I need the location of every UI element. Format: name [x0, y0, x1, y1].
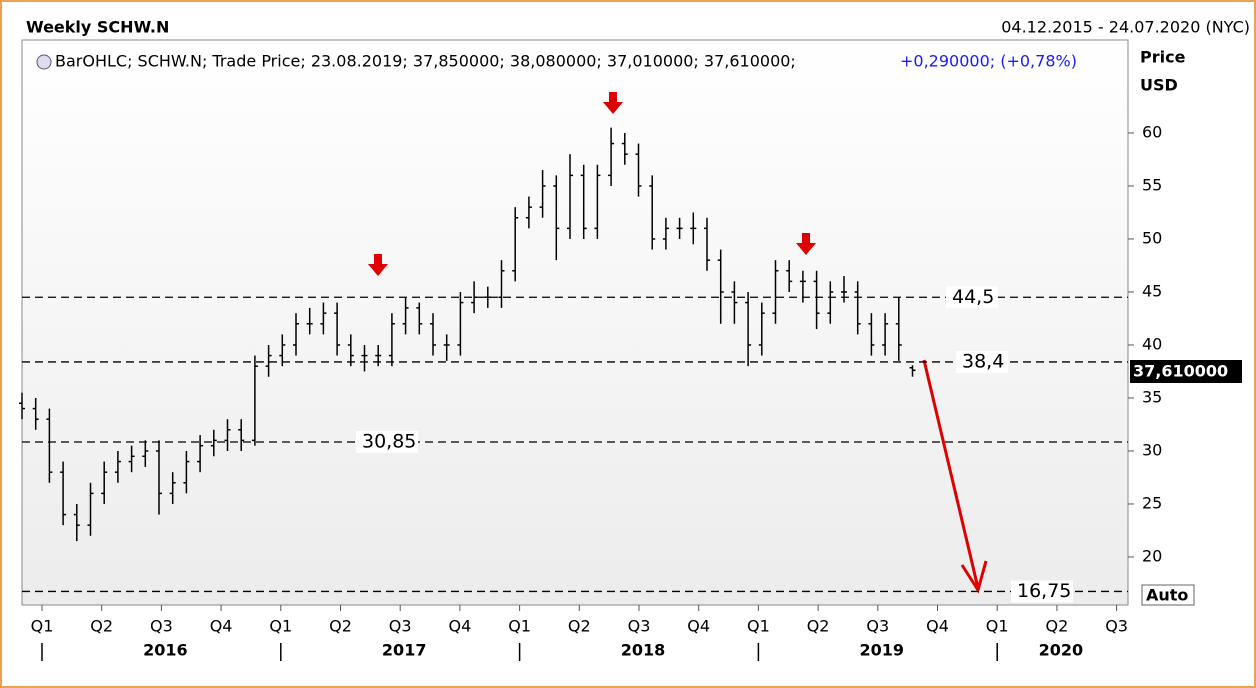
level-label: 16,75	[1017, 580, 1071, 602]
x-tick-label: Q2	[329, 617, 352, 636]
auto-button-label[interactable]: Auto	[1146, 586, 1188, 605]
y-axis-unit: USD	[1140, 76, 1178, 95]
y-tick-label: 60	[1142, 122, 1162, 141]
level-label-bg	[1011, 580, 1073, 603]
legend-text: BarOHLC; SCHW.N; Trade Price; 23.08.2019…	[55, 52, 796, 71]
year-label: 2017	[382, 641, 427, 660]
x-tick-label: Q1	[269, 617, 292, 636]
y-tick-label: 50	[1142, 228, 1162, 247]
x-tick-label: Q1	[986, 617, 1009, 636]
peak-arrow	[603, 92, 623, 114]
last-price-tag	[1130, 360, 1242, 383]
target-arrow-head	[960, 560, 988, 594]
y-tick-label: 45	[1142, 281, 1162, 300]
level-label-bg	[956, 350, 1008, 373]
x-tick-label: Q3	[628, 617, 651, 636]
level-label: 38,4	[962, 350, 1004, 372]
x-tick-label: Q3	[150, 617, 173, 636]
year-label: 2020	[1039, 641, 1084, 660]
x-tick-label: Q3	[866, 617, 889, 636]
level-label: 44,5	[952, 286, 994, 308]
plot-area	[21, 39, 1129, 606]
level-label: 30,85	[362, 430, 416, 452]
y-tick-label: 30	[1142, 440, 1162, 459]
level-label-bg	[946, 286, 998, 309]
y-tick-label: 35	[1142, 387, 1162, 406]
x-tick-label: Q1	[31, 617, 54, 636]
x-tick-label: Q4	[449, 617, 472, 636]
annotations	[368, 92, 988, 594]
target-arrow	[922, 359, 980, 589]
chart-title: Weekly SCHW.N	[26, 18, 169, 37]
year-label: 2016	[143, 641, 188, 660]
peak-arrow	[368, 254, 388, 276]
legend-icon	[36, 54, 52, 70]
y-tick-label: 40	[1142, 334, 1162, 353]
year-label: 2019	[860, 641, 905, 660]
x-tick-label: Q4	[687, 617, 710, 636]
date-range: 04.12.2015 - 24.07.2020 (NYC)	[1001, 18, 1250, 37]
y-axis-title: Price	[1140, 48, 1186, 67]
last-price-label: 37,610000	[1133, 362, 1228, 381]
auto-button[interactable]	[1141, 584, 1195, 606]
y-tick-label: 25	[1142, 493, 1162, 512]
x-tick-label: Q1	[747, 617, 770, 636]
x-tick-label: Q2	[807, 617, 830, 636]
x-tick-label: Q2	[90, 617, 113, 636]
x-tick-label: Q4	[926, 617, 949, 636]
x-tick-label: Q3	[389, 617, 412, 636]
y-tick-label: 55	[1142, 175, 1162, 194]
x-tick-label: Q2	[1046, 617, 1069, 636]
x-tick-label: Q1	[508, 617, 531, 636]
year-label: 2018	[621, 641, 666, 660]
x-tick-label: Q2	[568, 617, 591, 636]
level-label-bg	[356, 430, 418, 453]
peak-arrow	[796, 233, 816, 255]
y-tick-label: 20	[1142, 546, 1162, 565]
x-tick-label: Q4	[210, 617, 233, 636]
legend-change: +0,290000; (+0,78%)	[900, 52, 1077, 71]
x-tick-label: Q3	[1105, 617, 1128, 636]
